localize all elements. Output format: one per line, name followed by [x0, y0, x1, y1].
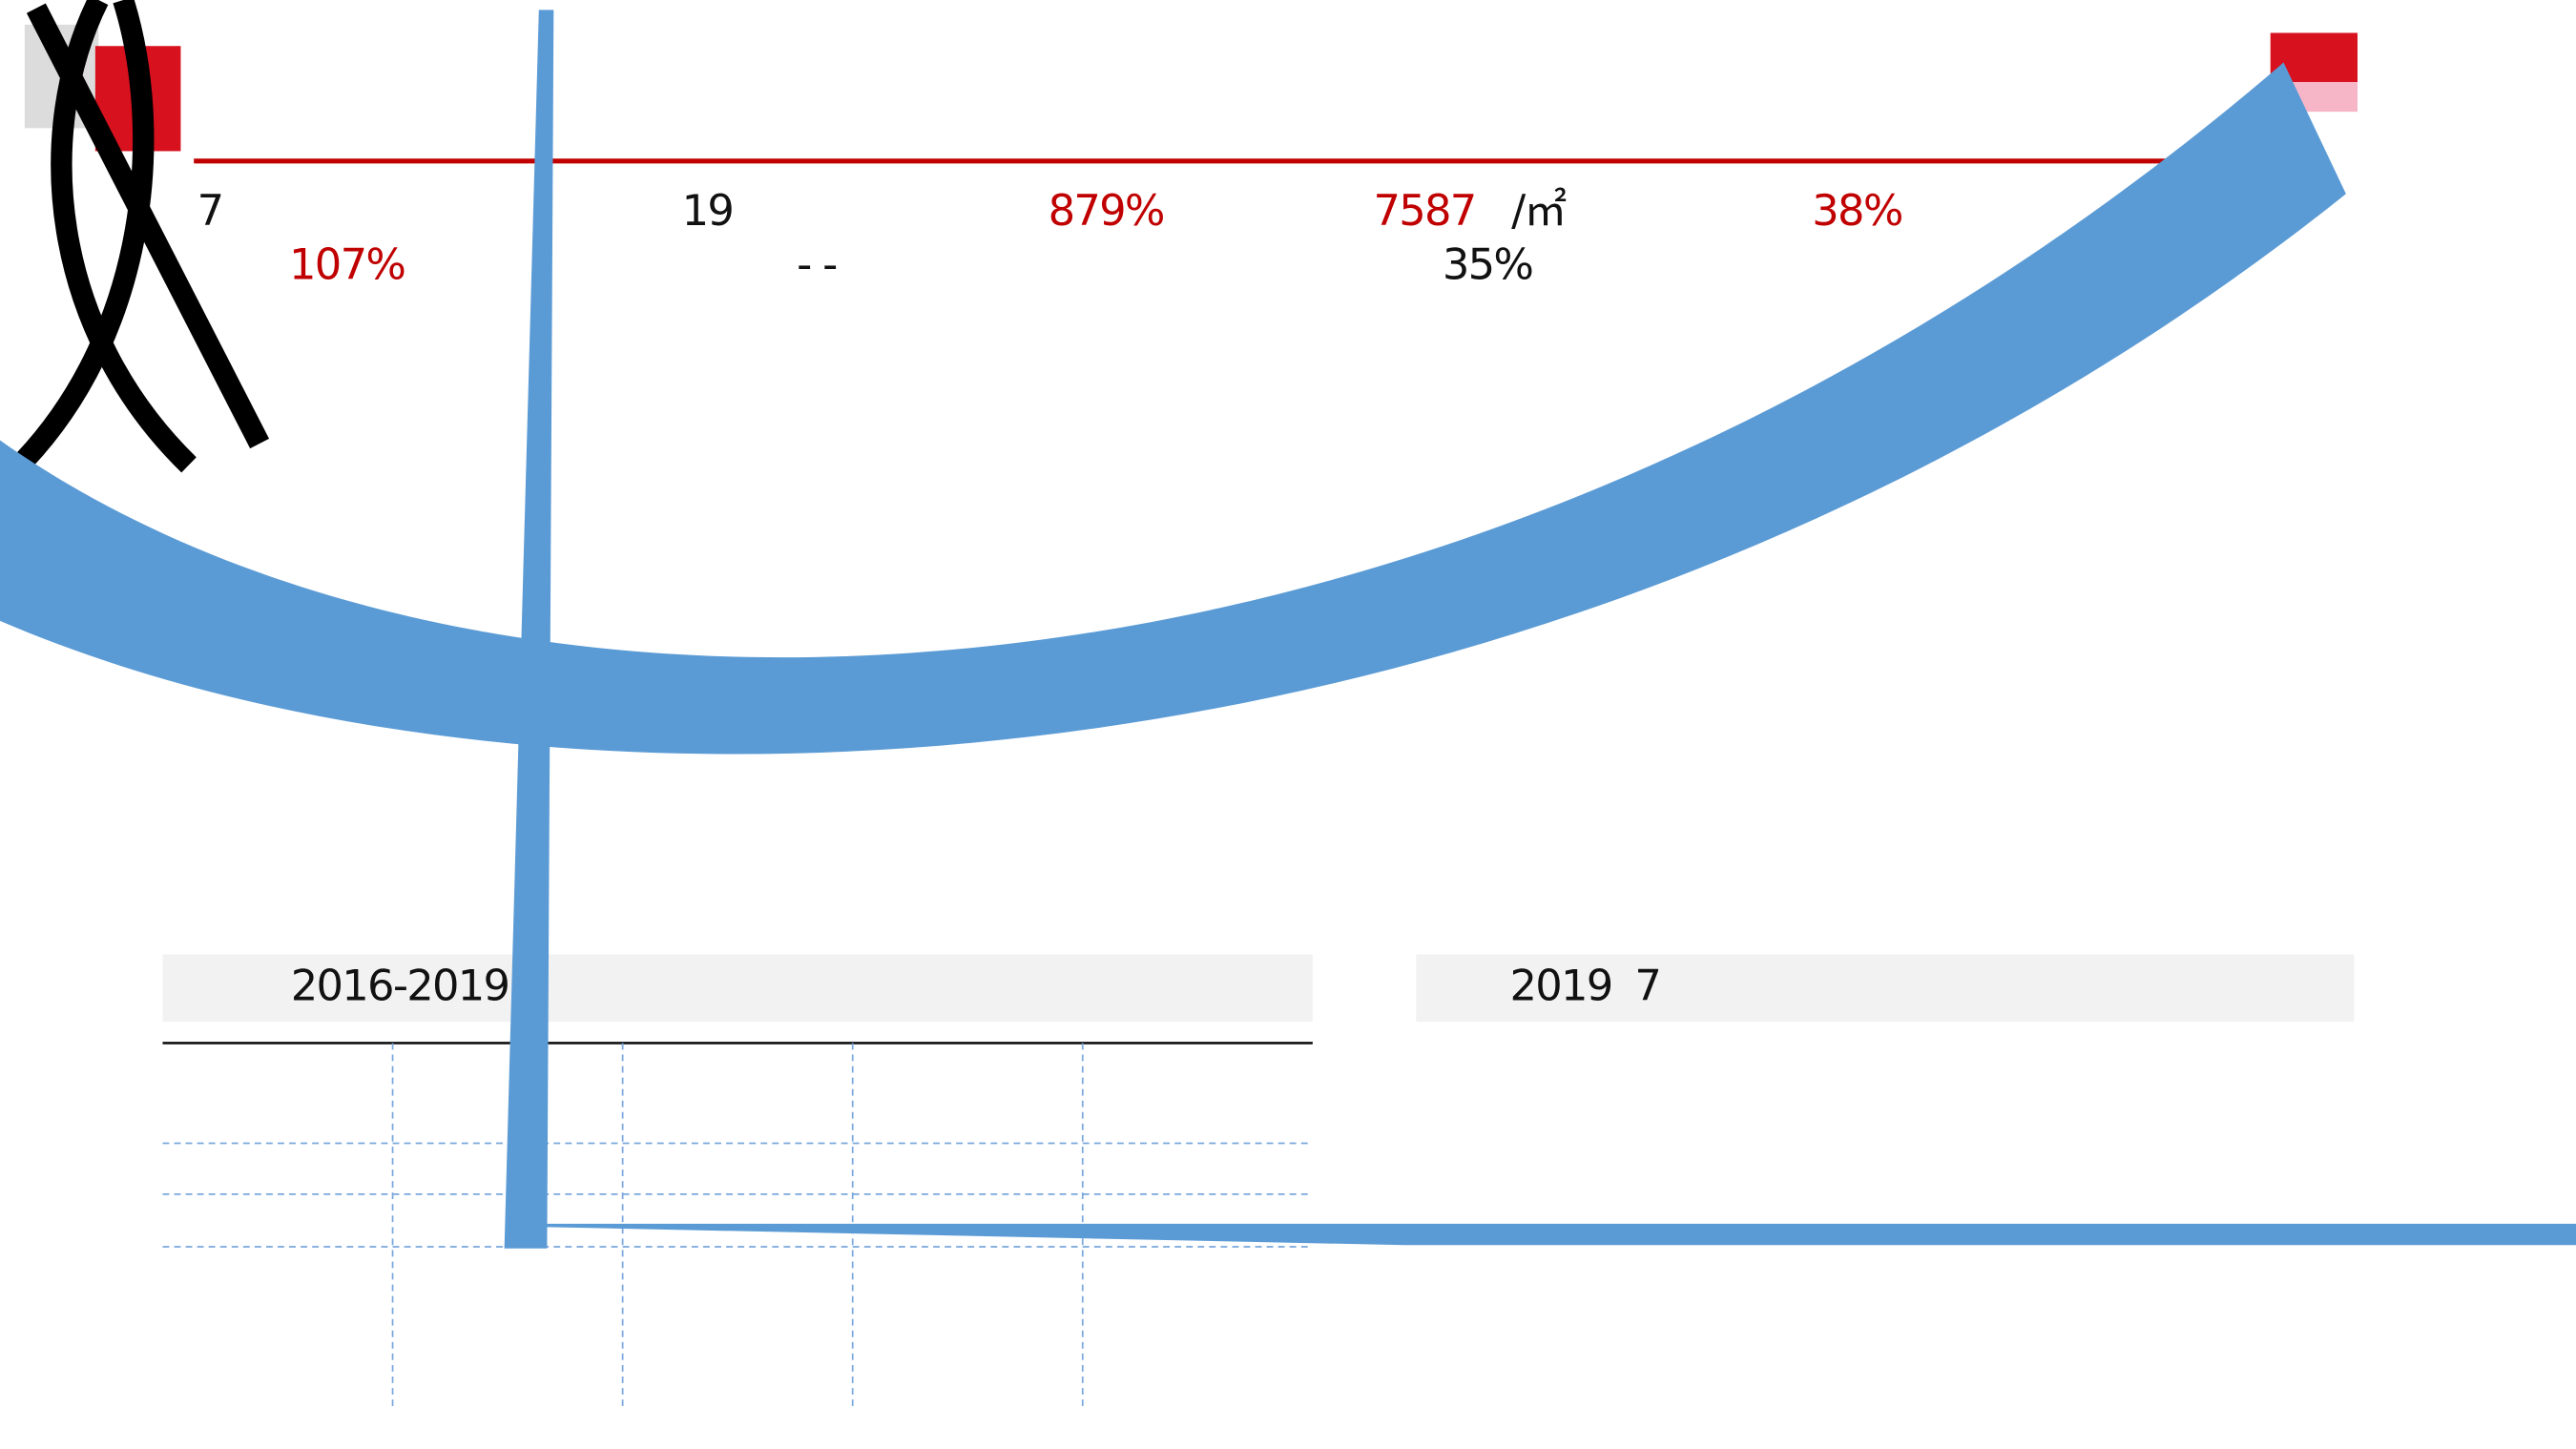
- page: 7 19 879% 7587 /㎡ 38% 107% - - 35% 2016-…: [0, 0, 2576, 1449]
- blue-wedge: [547, 1224, 2576, 1245]
- black-strokes: [25, 0, 260, 465]
- stat: - -: [797, 239, 836, 290]
- stat-unit: /㎡: [1511, 185, 1566, 236]
- slide: 7 19 879% 7587 /㎡ 38% 107% - - 35% 2016-…: [0, 0, 2576, 1449]
- blue-arc: [0, 62, 2346, 754]
- stat: 35%: [1443, 239, 1533, 290]
- stat: 107%: [289, 239, 405, 290]
- stat: 19: [682, 185, 734, 236]
- stat: 38%: [1812, 185, 1902, 236]
- stat: 879%: [1049, 185, 1164, 236]
- panel-title: 7: [1634, 961, 1660, 1011]
- panel-title: 2019: [1509, 961, 1611, 1011]
- panel-title: 2016-2019: [291, 961, 509, 1011]
- stat: 7: [197, 185, 223, 236]
- blue-bar: [505, 10, 554, 1248]
- stat: 7587: [1374, 185, 1476, 236]
